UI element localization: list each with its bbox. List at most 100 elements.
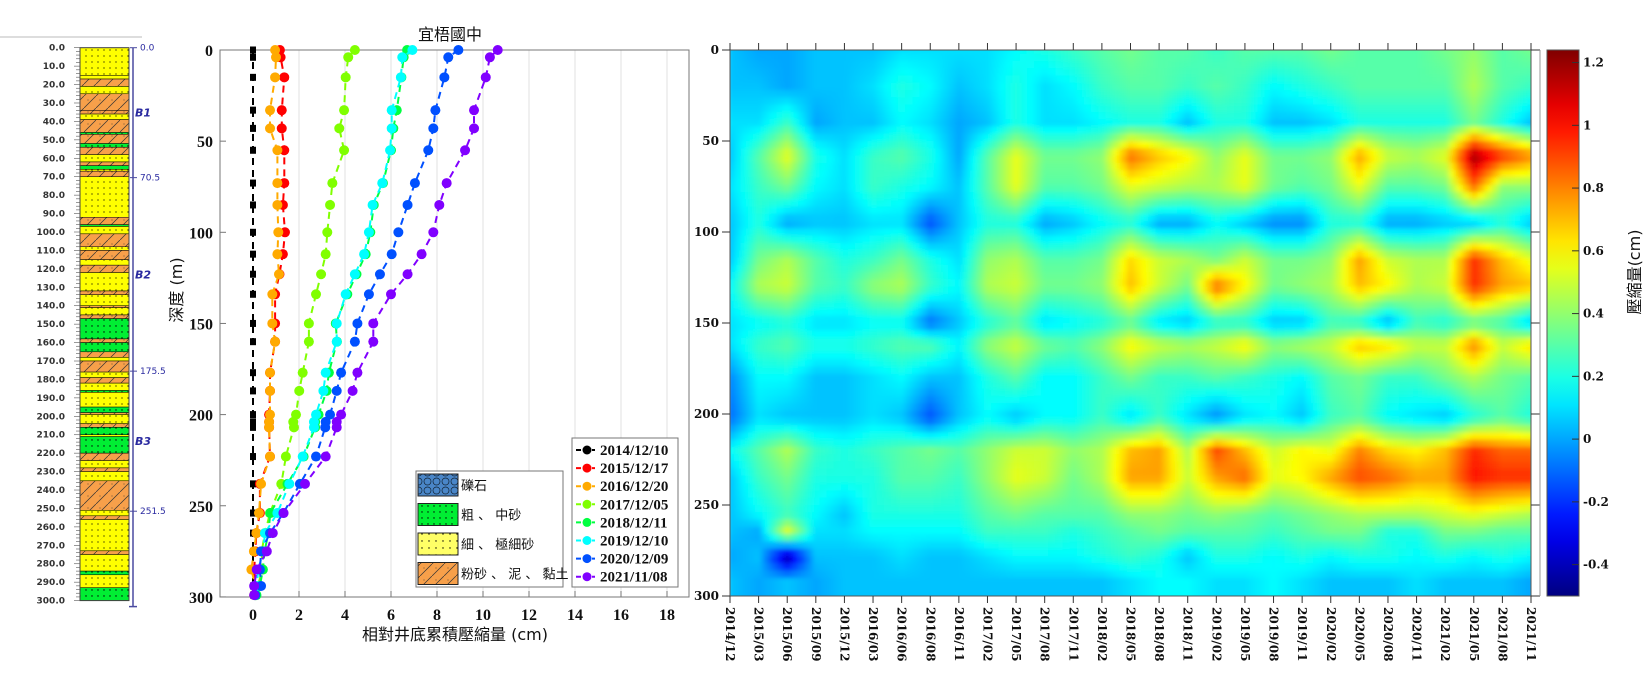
heatmap-cell — [869, 126, 878, 135]
heatmap-cell — [833, 286, 842, 295]
heatmap-cell — [1162, 192, 1171, 201]
heatmap-cell — [1091, 97, 1100, 106]
heatmap-cell — [833, 199, 842, 208]
heatmap-cell — [1377, 82, 1386, 91]
heatmap-cell — [1370, 75, 1379, 84]
heatmap-cell — [1177, 235, 1185, 244]
heatmap-cell — [730, 221, 735, 230]
heatmap-cell — [840, 141, 849, 150]
heatmap-cell — [1377, 162, 1386, 171]
heatmap-cell — [1463, 235, 1472, 244]
heatmap-cell — [1026, 308, 1035, 317]
heatmap-cell — [1455, 308, 1464, 317]
heatmap-cell — [1341, 228, 1350, 237]
heatmap-cell — [1026, 90, 1035, 99]
heatmap-cell — [955, 50, 964, 55]
heatmap-cell — [1284, 162, 1293, 171]
heatmap-cell — [1384, 257, 1393, 266]
heatmap-cell — [776, 133, 785, 142]
heatmap-cell — [1348, 228, 1357, 237]
heatmap-cell — [1255, 133, 1264, 142]
heatmap-cell — [1527, 184, 1531, 193]
heatmap-cell — [962, 242, 971, 251]
heatmap-cell — [1012, 68, 1021, 77]
heatmap-cell — [890, 133, 899, 142]
heatmap-cell — [983, 60, 992, 69]
heatmap-cell — [1405, 60, 1414, 69]
heatmap-cell — [762, 301, 771, 310]
heatmap-cell — [1155, 126, 1164, 135]
heatmap-cell — [1405, 148, 1414, 157]
heatmap-cell — [1398, 301, 1407, 310]
heatmap-cell — [890, 119, 899, 128]
lithology-layer-fine — [79, 414, 130, 424]
heatmap-cell — [1320, 141, 1328, 150]
heatmap-cell — [948, 235, 957, 244]
heatmap-cell — [962, 257, 971, 266]
heatmap-cell — [1155, 148, 1164, 157]
heatmap-cell — [819, 126, 828, 135]
heatmap-cell — [1262, 184, 1271, 193]
heatmap-cell — [1448, 250, 1457, 259]
lithology-layer-silt — [79, 360, 130, 373]
heatmap-cell — [1398, 111, 1407, 120]
heatmap-cell — [883, 228, 892, 237]
heatmap-cell — [1405, 323, 1414, 332]
heatmap-cell — [783, 206, 792, 215]
heatmap-cell — [1191, 104, 1200, 113]
heatmap-cell — [962, 293, 971, 302]
heatmap-cell — [1420, 279, 1429, 288]
heatmap-cell — [1069, 221, 1078, 230]
heatmap-cell — [1463, 141, 1472, 150]
heatmap-cell — [1219, 68, 1228, 77]
heatmap-cell — [1219, 97, 1228, 106]
heatmap-cell — [855, 286, 864, 295]
heatmap-cell — [941, 184, 949, 193]
heatmap-cell — [1391, 126, 1400, 135]
heatmap-cell — [1384, 184, 1393, 193]
heatmap-cell — [790, 323, 799, 332]
heatmap-cell — [1270, 104, 1278, 113]
heatmap-cell — [1463, 184, 1472, 193]
heatmap-cell — [1162, 126, 1171, 135]
heatmap-cell — [1341, 111, 1350, 120]
heatmap-cell — [812, 148, 821, 157]
heatmap-cell — [1055, 308, 1064, 317]
heatmap-cell — [883, 272, 892, 281]
heatmap-cell — [1384, 315, 1393, 324]
heatmap-cell — [1491, 323, 1500, 332]
heatmap-cell — [1141, 119, 1150, 128]
heatmap-cell — [1112, 272, 1121, 281]
heatmap-cell — [1341, 315, 1350, 324]
heatmap-cell — [1420, 301, 1429, 310]
heatmap-cell — [1191, 279, 1200, 288]
heatmap-cell — [1513, 119, 1522, 128]
heatmap-cell — [1455, 97, 1464, 106]
heatmap-cell — [1055, 60, 1064, 69]
heatmap-cell — [1384, 286, 1393, 295]
heatmap-cell — [1427, 235, 1436, 244]
data-point — [270, 72, 281, 83]
heatmap-cell — [1062, 82, 1071, 91]
heatmap-cell — [1198, 242, 1207, 251]
heatmap-cell — [740, 308, 749, 317]
heatmap-cell — [1513, 308, 1522, 317]
heatmap-cell — [730, 279, 735, 288]
heatmap-cell — [862, 75, 871, 84]
heatmap-cell — [905, 126, 914, 135]
heatmap-cell — [1420, 155, 1429, 164]
heatmap-cell — [1112, 126, 1121, 135]
heatmap-cell — [1205, 141, 1214, 150]
heatmap-cell — [1076, 250, 1085, 259]
heatmap-cell — [776, 323, 785, 332]
heatmap-cell — [1320, 155, 1328, 164]
heatmap-cell — [1305, 90, 1314, 99]
heatmap-cell — [790, 199, 799, 208]
heatmap-cell — [1506, 141, 1514, 150]
heatmap-cell — [1420, 50, 1429, 55]
heatmap-cell — [1234, 221, 1243, 230]
heatmap-cell — [955, 170, 964, 179]
heatmap-cell — [948, 308, 957, 317]
heatmap-cell — [962, 192, 971, 201]
heatmap-cell — [1019, 221, 1028, 230]
